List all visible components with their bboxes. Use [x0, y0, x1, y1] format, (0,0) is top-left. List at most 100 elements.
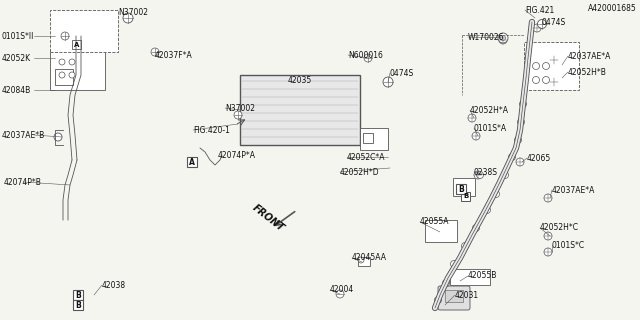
- Text: 0474S: 0474S: [542, 18, 566, 27]
- Circle shape: [532, 76, 540, 84]
- Circle shape: [477, 172, 483, 179]
- Bar: [453, 178, 475, 196]
- Circle shape: [550, 78, 558, 86]
- Circle shape: [59, 72, 65, 78]
- Text: 42074P*A: 42074P*A: [218, 150, 256, 159]
- Text: 42037AE*A: 42037AE*A: [568, 52, 611, 60]
- Circle shape: [358, 257, 364, 263]
- Circle shape: [520, 100, 527, 108]
- Circle shape: [516, 158, 524, 166]
- Circle shape: [544, 194, 552, 202]
- Bar: [50, 50, 105, 90]
- Circle shape: [499, 36, 507, 44]
- Bar: [71, 36, 75, 50]
- Circle shape: [468, 114, 476, 122]
- Text: 42038: 42038: [102, 281, 126, 290]
- Circle shape: [461, 243, 468, 250]
- Bar: [64, 30, 86, 50]
- Text: N37002: N37002: [225, 103, 255, 113]
- Bar: [461, 192, 470, 201]
- Circle shape: [61, 32, 69, 40]
- Bar: [73, 290, 83, 300]
- Bar: [445, 290, 463, 302]
- Circle shape: [54, 133, 62, 141]
- Circle shape: [498, 33, 508, 43]
- Bar: [360, 128, 388, 150]
- Circle shape: [543, 76, 550, 84]
- Circle shape: [234, 111, 242, 119]
- Text: 42045AA: 42045AA: [352, 253, 387, 262]
- Circle shape: [544, 248, 552, 256]
- Circle shape: [442, 279, 449, 286]
- Text: 42052C*A: 42052C*A: [347, 153, 385, 162]
- Circle shape: [483, 206, 490, 213]
- Circle shape: [550, 56, 558, 64]
- Text: 42074P*B: 42074P*B: [4, 178, 42, 187]
- Circle shape: [451, 260, 458, 268]
- Text: 42037F*A: 42037F*A: [155, 51, 193, 60]
- Text: 0474S: 0474S: [390, 68, 414, 77]
- Text: FRONT: FRONT: [250, 203, 285, 233]
- Text: 42037AE*A: 42037AE*A: [552, 186, 595, 195]
- Bar: [524, 42, 579, 90]
- FancyBboxPatch shape: [438, 286, 470, 310]
- Text: A: A: [74, 42, 79, 47]
- Text: N600016: N600016: [348, 51, 383, 60]
- Text: N37002: N37002: [118, 7, 148, 17]
- Text: 42055A: 42055A: [420, 218, 449, 227]
- Bar: [55, 69, 73, 85]
- Bar: [50, 10, 118, 52]
- Circle shape: [525, 65, 532, 71]
- Text: B: B: [75, 300, 81, 309]
- Circle shape: [538, 20, 547, 28]
- Text: 42052H*B: 42052H*B: [568, 68, 607, 76]
- Text: 42065: 42065: [527, 154, 551, 163]
- Circle shape: [383, 77, 393, 87]
- Circle shape: [543, 62, 550, 69]
- Bar: [72, 40, 81, 49]
- Circle shape: [69, 72, 75, 78]
- Text: 42031: 42031: [455, 291, 479, 300]
- Text: 0101S*A: 0101S*A: [474, 124, 507, 132]
- Bar: [69, 28, 79, 36]
- Circle shape: [533, 24, 541, 32]
- Text: 0101S*C: 0101S*C: [552, 241, 585, 250]
- Text: 42052K: 42052K: [2, 53, 31, 62]
- Bar: [66, 36, 70, 50]
- Circle shape: [364, 54, 372, 62]
- Text: 0238S: 0238S: [474, 167, 498, 177]
- Circle shape: [336, 290, 344, 298]
- Circle shape: [532, 62, 540, 69]
- Circle shape: [472, 225, 479, 231]
- Circle shape: [493, 190, 499, 197]
- Text: 42037AE*B: 42037AE*B: [2, 131, 45, 140]
- Text: 42052H*C: 42052H*C: [540, 223, 579, 233]
- Bar: [358, 257, 370, 266]
- Text: 42084B: 42084B: [2, 85, 31, 94]
- Bar: [456, 184, 466, 194]
- Text: 42035: 42035: [288, 76, 312, 84]
- Text: FIG.420-1: FIG.420-1: [193, 125, 230, 134]
- Text: B: B: [463, 194, 468, 199]
- Text: A: A: [189, 157, 195, 166]
- Circle shape: [472, 132, 480, 140]
- Circle shape: [522, 83, 529, 90]
- Circle shape: [502, 172, 509, 179]
- Text: B: B: [458, 185, 464, 194]
- Bar: [450, 269, 490, 285]
- Text: W170026: W170026: [468, 33, 504, 42]
- Circle shape: [59, 59, 65, 65]
- Bar: [425, 220, 457, 242]
- Circle shape: [527, 44, 534, 52]
- Circle shape: [151, 48, 159, 56]
- Text: 42052H*D: 42052H*D: [340, 167, 380, 177]
- Text: A420001685: A420001685: [588, 4, 637, 12]
- Circle shape: [500, 36, 506, 41]
- Bar: [76, 36, 80, 50]
- Text: 42055B: 42055B: [468, 271, 497, 281]
- Circle shape: [435, 297, 442, 303]
- Circle shape: [509, 154, 515, 161]
- Circle shape: [518, 118, 525, 125]
- Bar: [187, 157, 197, 167]
- Circle shape: [544, 232, 552, 240]
